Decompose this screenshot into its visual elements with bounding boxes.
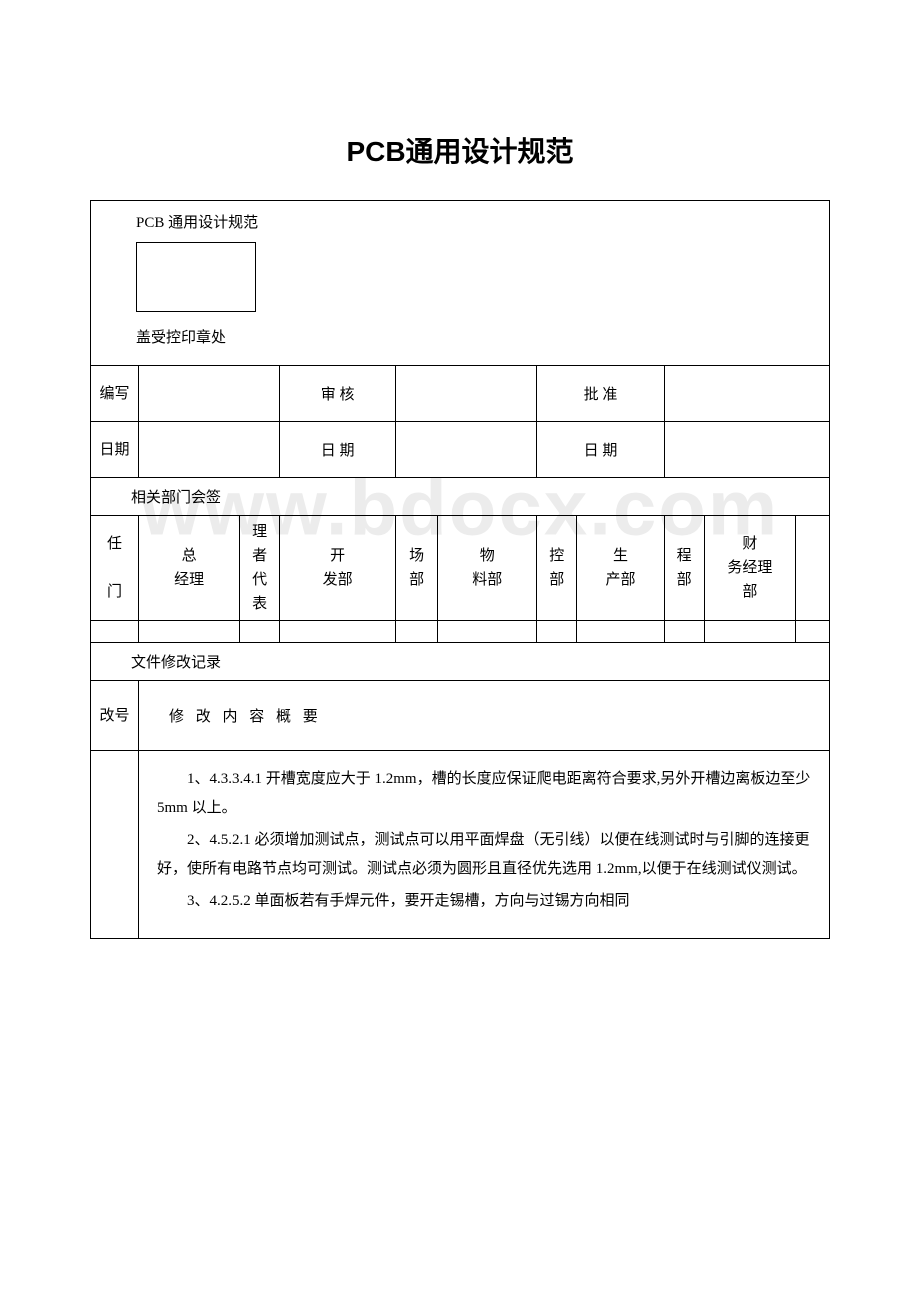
dept-2: 理者代表 — [240, 516, 280, 621]
signature-row-2: 日期 日 期 日 期 — [91, 422, 830, 478]
blank-0 — [91, 621, 139, 643]
mod-content-cell: 1、4.3.3.4.1 开槽宽度应大于 1.2mm，槽的长度应保证爬电距离符合要… — [139, 751, 830, 939]
signature-row-1: 编写 审 核 批 准 — [91, 366, 830, 422]
mod-summary-row: 改号 修 改 内 容 概 要 — [91, 681, 830, 751]
blank-6 — [537, 621, 577, 643]
mod-number-label: 改号 — [91, 681, 139, 751]
blank-8 — [664, 621, 704, 643]
mod-content-left — [91, 751, 139, 939]
dept-8: 程部 — [664, 516, 704, 621]
dept-4: 场部 — [396, 516, 438, 621]
dept-1: 总经理 — [139, 516, 240, 621]
dept-5: 物料部 — [438, 516, 537, 621]
mod-p1: 1、4.3.3.4.1 开槽宽度应大于 1.2mm，槽的长度应保证爬电距离符合要… — [157, 765, 811, 822]
dept-signoff-header: 相关部门会签 — [91, 478, 830, 516]
mod-content-row: 1、4.3.3.4.1 开槽宽度应大于 1.2mm，槽的长度应保证爬电距离符合要… — [91, 751, 830, 939]
dept-6: 控部 — [537, 516, 577, 621]
mod-summary-label: 修 改 内 容 概 要 — [139, 681, 830, 751]
title-cell: PCB 通用设计规范 盖受控印章处 — [91, 201, 830, 366]
document-content: PCB通用设计规范 PCB 通用设计规范 盖受控印章处 编写 审 核 批 准 日… — [90, 130, 830, 939]
date-value-2 — [396, 422, 537, 478]
blank-4 — [396, 621, 438, 643]
dept-blank — [796, 516, 830, 621]
blank-7 — [577, 621, 664, 643]
department-row: 任门 总经理 理者代表 开发部 场部 物料部 控部 生产部 程部 财务经理部 — [91, 516, 830, 621]
page-title: PCB通用设计规范 — [90, 130, 830, 170]
dept-3: 开发部 — [280, 516, 396, 621]
date-value-1 — [139, 422, 280, 478]
stamp-label: 盖受控印章处 — [136, 326, 819, 347]
document-table: PCB 通用设计规范 盖受控印章处 编写 审 核 批 准 日期 日 期 日 期 … — [90, 200, 830, 939]
date-label-3: 日 期 — [537, 422, 664, 478]
blank-5 — [438, 621, 537, 643]
date-label-2: 日 期 — [280, 422, 396, 478]
blank-3 — [280, 621, 396, 643]
approve-value — [664, 366, 829, 422]
blank-2 — [240, 621, 280, 643]
date-label-1: 日期 — [91, 422, 139, 478]
dept-9: 财务经理部 — [704, 516, 795, 621]
blank-9 — [704, 621, 795, 643]
write-label: 编写 — [91, 366, 139, 422]
blank-1 — [139, 621, 240, 643]
dept-left-label: 任门 — [91, 516, 139, 621]
mod-p3: 3、4.2.5.2 单面板若有手焊元件，要开走锡槽，方向与过锡方向相同 — [157, 887, 811, 916]
date-value-3 — [664, 422, 829, 478]
review-value — [396, 366, 537, 422]
stamp-box — [136, 242, 256, 312]
mod-record-header: 文件修改记录 — [91, 643, 830, 681]
doc-title-text: PCB 通用设计规范 — [126, 211, 819, 232]
approve-label: 批 准 — [537, 366, 664, 422]
mod-p2: 2、4.5.2.1 必须增加测试点，测试点可以用平面焊盘（无引线）以便在线测试时… — [157, 826, 811, 883]
review-label: 审 核 — [280, 366, 396, 422]
dept-7: 生产部 — [577, 516, 664, 621]
dept-sign-row — [91, 621, 830, 643]
write-value — [139, 366, 280, 422]
blank-10 — [796, 621, 830, 643]
